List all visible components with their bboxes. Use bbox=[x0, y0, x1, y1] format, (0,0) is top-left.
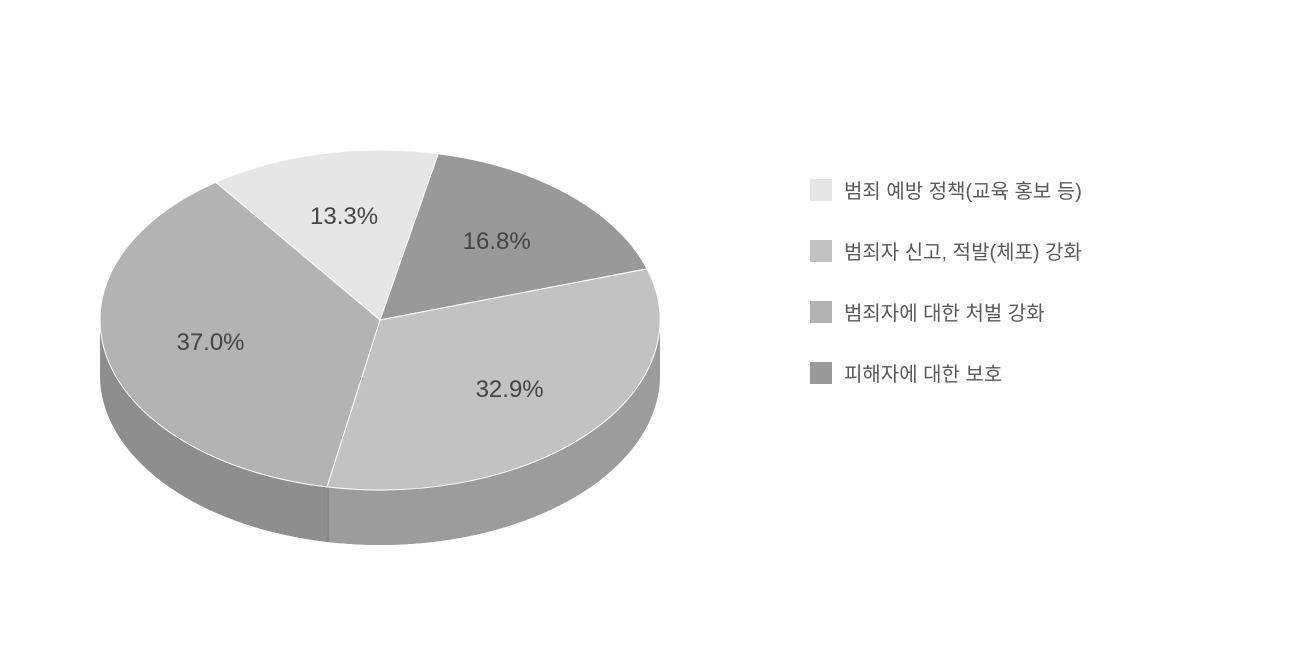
legend-item-punishment: 범죄자에 대한 처벌 강화 bbox=[810, 297, 1082, 326]
legend-swatch bbox=[810, 362, 832, 384]
legend: 범죄 예방 정책(교육 홍보 등) 범죄자 신고, 적발(체포) 강화 범죄자에… bbox=[810, 175, 1082, 387]
legend-item-protection: 피해자에 대한 보호 bbox=[810, 358, 1082, 387]
legend-label: 범죄자 신고, 적발(체포) 강화 bbox=[844, 236, 1082, 265]
slice-label-protection: 16.8% bbox=[463, 228, 531, 256]
legend-swatch bbox=[810, 301, 832, 323]
slice-label-punishment: 37.0% bbox=[176, 329, 244, 357]
pie-chart: 16.8% 32.9% 37.0% 13.3% bbox=[60, 70, 680, 570]
pie-chart-svg bbox=[60, 70, 680, 570]
slice-label-reporting: 32.9% bbox=[476, 376, 544, 404]
legend-swatch bbox=[810, 240, 832, 262]
legend-item-reporting: 범죄자 신고, 적발(체포) 강화 bbox=[810, 236, 1082, 265]
legend-item-prevention: 범죄 예방 정책(교육 홍보 등) bbox=[810, 175, 1082, 204]
legend-swatch bbox=[810, 179, 832, 201]
slice-label-prevention: 13.3% bbox=[310, 203, 378, 231]
legend-label: 범죄 예방 정책(교육 홍보 등) bbox=[844, 175, 1082, 204]
legend-label: 피해자에 대한 보호 bbox=[844, 358, 1002, 387]
legend-label: 범죄자에 대한 처벌 강화 bbox=[844, 297, 1045, 326]
